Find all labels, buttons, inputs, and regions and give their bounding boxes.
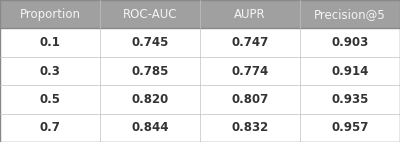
- Bar: [100, 114, 200, 142]
- Text: Precision@5: Precision@5: [314, 8, 386, 21]
- Text: AUPR: AUPR: [234, 8, 266, 21]
- Text: 0.1: 0.1: [40, 36, 60, 49]
- Text: 0.832: 0.832: [231, 121, 269, 134]
- Bar: [0, 85, 100, 114]
- Text: 0.3: 0.3: [40, 64, 60, 78]
- Bar: [200, 0, 300, 28]
- Bar: [300, 28, 400, 57]
- Bar: [300, 114, 400, 142]
- Text: 0.914: 0.914: [331, 64, 369, 78]
- Bar: [200, 57, 300, 85]
- Bar: [100, 57, 200, 85]
- Text: 0.747: 0.747: [231, 36, 269, 49]
- Text: 0.745: 0.745: [131, 36, 169, 49]
- Text: 0.785: 0.785: [131, 64, 169, 78]
- Bar: [0, 28, 100, 57]
- Bar: [300, 57, 400, 85]
- Text: 0.820: 0.820: [131, 93, 169, 106]
- Text: 0.844: 0.844: [131, 121, 169, 134]
- Text: 0.935: 0.935: [331, 93, 369, 106]
- Bar: [300, 85, 400, 114]
- Bar: [100, 28, 200, 57]
- Text: 0.903: 0.903: [331, 36, 369, 49]
- Text: 0.7: 0.7: [40, 121, 60, 134]
- Bar: [200, 85, 300, 114]
- Bar: [0, 0, 100, 28]
- Bar: [0, 114, 100, 142]
- Bar: [300, 0, 400, 28]
- Text: 0.807: 0.807: [231, 93, 269, 106]
- Text: Proportion: Proportion: [20, 8, 80, 21]
- Bar: [100, 85, 200, 114]
- Bar: [200, 28, 300, 57]
- Text: 0.957: 0.957: [331, 121, 369, 134]
- Bar: [200, 114, 300, 142]
- Bar: [0, 57, 100, 85]
- Text: ROC-AUC: ROC-AUC: [123, 8, 177, 21]
- Text: 0.5: 0.5: [40, 93, 60, 106]
- Text: 0.774: 0.774: [231, 64, 269, 78]
- Bar: [100, 0, 200, 28]
